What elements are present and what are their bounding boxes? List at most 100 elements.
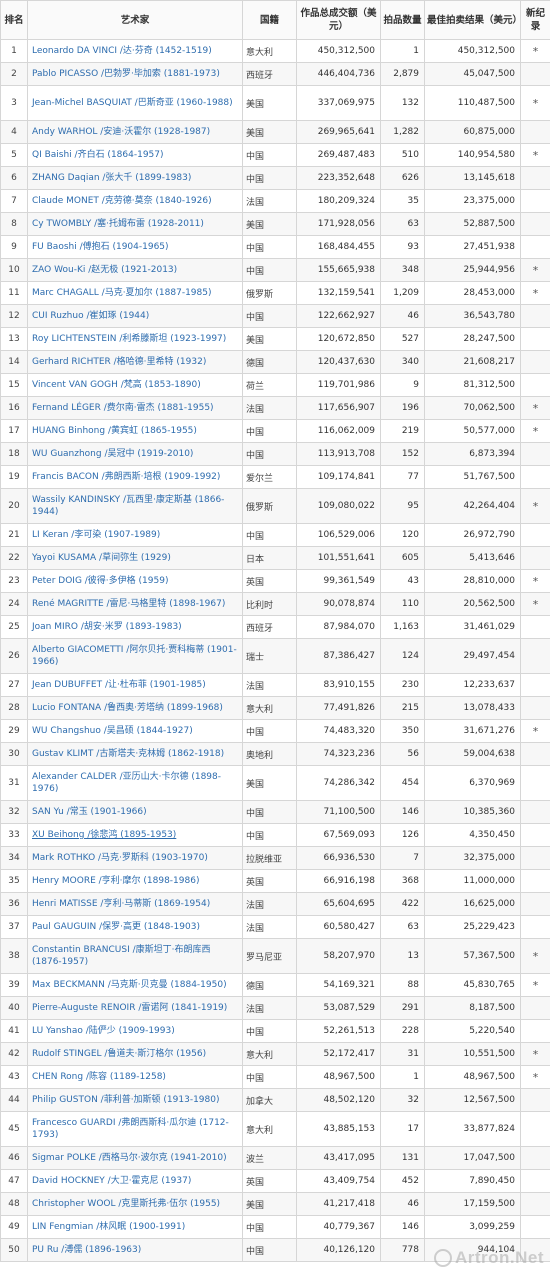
lots-count-cell: 350	[380, 719, 425, 743]
total-sales-cell: 337,069,975	[296, 85, 381, 121]
artist-link[interactable]: Philip GUSTON /菲利普·加斯顿 (1913-1980)	[32, 1094, 220, 1105]
artist-link[interactable]: Christopher WOOL /克里斯托弗·伍尔 (1955)	[32, 1198, 221, 1209]
artist-link[interactable]: Leonardo DA VINCI /达·芬奇 (1452-1519)	[32, 45, 212, 56]
artist-link[interactable]: QI Baishi /齐白石 (1864-1957)	[32, 149, 164, 160]
artist-link[interactable]: Henri MATISSE /亨利·马蒂斯 (1869-1954)	[32, 898, 211, 909]
artist-cell: Philip GUSTON /菲利普·加斯顿 (1913-1980)	[27, 1088, 243, 1112]
new-record-cell	[520, 546, 550, 570]
new-record-cell: *	[520, 592, 550, 616]
rank-cell: 27	[0, 673, 28, 697]
table-row: 30 Gustav KLIMT /古斯塔夫·克林姆 (1862-1918) 奥地利 7…	[0, 742, 550, 766]
artist-link[interactable]: Pierre-Auguste RENOIR /雷诺阿 (1841-1919)	[32, 1002, 228, 1013]
artist-link[interactable]: Sigmar POLKE /西格马尔·波尔克 (1941-2010)	[32, 1152, 227, 1163]
artist-cell: LU Yanshao /陆俨少 (1909-1993)	[27, 1019, 243, 1043]
artist-link[interactable]: Alberto GIACOMETTI /阿尔贝托·贾科梅蒂 (1901-1966…	[32, 644, 237, 668]
new-record-cell	[520, 615, 550, 639]
artist-link[interactable]: CUI Ruzhuo /崔如琢 (1944)	[32, 310, 150, 321]
best-result-cell: 59,004,638	[424, 742, 521, 766]
artist-link[interactable]: Vincent VAN GOGH /梵高 (1853-1890)	[32, 379, 201, 390]
artist-link[interactable]: XU Beihong /徐悲鸿 (1895-1953)	[32, 829, 177, 840]
artist-link[interactable]: Gustav KLIMT /古斯塔夫·克林姆 (1862-1918)	[32, 748, 225, 759]
artist-link[interactable]: LI Keran /李可染 (1907-1989)	[32, 529, 161, 540]
artist-link[interactable]: FU Baoshi /傅抱石 (1904-1965)	[32, 241, 169, 252]
table-row: 29 WU Changshuo /吴昌硕 (1844-1927) 中国 74,483,…	[0, 719, 550, 743]
artist-link[interactable]: HUANG Binhong /黄宾虹 (1865-1955)	[32, 425, 197, 436]
best-result-cell: 27,451,938	[424, 235, 521, 259]
lots-count-cell: 340	[380, 350, 425, 374]
artist-link[interactable]: René MAGRITTE /雷尼·马格里特 (1898-1967)	[32, 598, 226, 609]
rank-cell: 23	[0, 569, 28, 593]
artist-link[interactable]: Max BECKMANN /马克斯·贝克曼 (1884-1950)	[32, 979, 227, 990]
artist-cell: Constantin BRANCUSI /康斯坦丁·布朗库西 (1876-195…	[27, 938, 243, 974]
new-record-cell: *	[520, 258, 550, 282]
lots-count-cell: 228	[380, 1019, 425, 1043]
artist-link[interactable]: Henry MOORE /亨利·摩尔 (1898-1986)	[32, 875, 200, 886]
artist-cell: CUI Ruzhuo /崔如琢 (1944)	[27, 304, 243, 328]
new-record-cell	[520, 189, 550, 213]
best-result-cell: 7,890,450	[424, 1169, 521, 1193]
total-sales-cell: 109,080,022	[296, 488, 381, 524]
country-cell: 日本	[242, 546, 297, 570]
artist-link[interactable]: Wassily KANDINSKY /瓦西里·康定斯基 (1866-1944)	[32, 494, 225, 518]
artist-link[interactable]: Claude MONET /克劳德·莫奈 (1840-1926)	[32, 195, 212, 206]
country-cell: 拉脱维亚	[242, 846, 297, 870]
artist-cell: XU Beihong /徐悲鸿 (1895-1953)	[27, 823, 243, 847]
artist-link[interactable]: Mark ROTHKO /马克·罗斯科 (1903-1970)	[32, 852, 208, 863]
artist-link[interactable]: CHEN Rong /陈容 (1189-1258)	[32, 1071, 166, 1082]
lots-count-cell: 56	[380, 742, 425, 766]
best-result-cell: 48,967,500	[424, 1065, 521, 1089]
artist-link[interactable]: Jean-Michel BASQUIAT /巴斯奇亚 (1960-1988)	[32, 97, 233, 108]
artist-link[interactable]: Joan MIRO /胡安·米罗 (1893-1983)	[32, 621, 182, 632]
table-row: 49 LIN Fengmian /林风眠 (1900-1991) 中国 40,779,…	[0, 1215, 550, 1239]
artist-link[interactable]: Marc CHAGALL /马克·夏加尔 (1887-1985)	[32, 287, 212, 298]
artist-link[interactable]: Paul GAUGUIN /保罗·高更 (1848-1903)	[32, 921, 200, 932]
rank-cell: 28	[0, 696, 28, 720]
artist-cell: Gerhard RICHTER /格哈德·里希特 (1932)	[27, 350, 243, 374]
rank-cell: 30	[0, 742, 28, 766]
artist-link[interactable]: SAN Yu /常玉 (1901-1966)	[32, 806, 147, 817]
lots-count-cell: 510	[380, 143, 425, 167]
new-record-cell	[520, 304, 550, 328]
artist-link[interactable]: WU Changshuo /吴昌硕 (1844-1927)	[32, 725, 193, 736]
total-sales-cell: 52,172,417	[296, 1042, 381, 1066]
table-row: 18 WU Guanzhong /吴冠中 (1919-2010) 中国 113,913…	[0, 442, 550, 466]
rank-cell: 44	[0, 1088, 28, 1112]
lots-count-cell: 527	[380, 327, 425, 351]
total-sales-cell: 71,100,500	[296, 800, 381, 824]
artist-link[interactable]: Jean DUBUFFET /让·杜布菲 (1901-1985)	[32, 679, 206, 690]
artist-link[interactable]: WU Guanzhong /吴冠中 (1919-2010)	[32, 448, 194, 459]
artist-link[interactable]: David HOCKNEY /大卫·霍克尼 (1937)	[32, 1175, 192, 1186]
rank-cell: 48	[0, 1192, 28, 1216]
total-sales-cell: 83,910,155	[296, 673, 381, 697]
artist-link[interactable]: Cy TWOMBLY /塞·托姆布雷 (1928-2011)	[32, 218, 204, 229]
lots-count-cell: 422	[380, 892, 425, 916]
total-sales-cell: 168,484,455	[296, 235, 381, 259]
artist-link[interactable]: Rudolf STINGEL /鲁道夫·斯汀格尔 (1956)	[32, 1048, 207, 1059]
artist-link[interactable]: Andy WARHOL /安迪·沃霍尔 (1928-1987)	[32, 126, 211, 137]
artist-link[interactable]: ZAO Wou-Ki /赵无极 (1921-2013)	[32, 264, 178, 275]
artist-cell: LI Keran /李可染 (1907-1989)	[27, 523, 243, 547]
artist-link[interactable]: Francesco GUARDI /弗朗西斯科·瓜尔迪 (1712-1793)	[32, 1117, 229, 1141]
total-sales-cell: 48,967,500	[296, 1065, 381, 1089]
table-row: 6 ZHANG Daqian /张大千 (1899-1983) 中国 223,352,…	[0, 166, 550, 190]
artist-link[interactable]: LIN Fengmian /林风眠 (1900-1991)	[32, 1221, 186, 1232]
artist-link[interactable]: Constantin BRANCUSI /康斯坦丁·布朗库西 (1876-195…	[32, 944, 211, 968]
total-sales-cell: 180,209,324	[296, 189, 381, 213]
artist-link[interactable]: Gerhard RICHTER /格哈德·里希特 (1932)	[32, 356, 207, 367]
artist-link[interactable]: Francis BACON /弗朗西斯·培根 (1909-1992)	[32, 471, 221, 482]
artist-link[interactable]: LU Yanshao /陆俨少 (1909-1993)	[32, 1025, 175, 1036]
artist-link[interactable]: Lucio FONTANA /鲁西奥·芳塔纳 (1899-1968)	[32, 702, 223, 713]
artist-link[interactable]: PU Ru /溥儒 (1896-1963)	[32, 1244, 142, 1255]
lots-count-cell: 46	[380, 304, 425, 328]
new-record-cell: *	[520, 569, 550, 593]
artist-link[interactable]: Alexander CALDER /亚历山大·卡尔德 (1898-1976)	[32, 771, 221, 795]
best-result-cell: 944,104	[424, 1238, 521, 1262]
artist-link[interactable]: Peter DOIG /彼得·多伊格 (1959)	[32, 575, 169, 586]
artist-link[interactable]: Fernand LÉGER /费尔南·雷杰 (1881-1955)	[32, 402, 214, 413]
artist-link[interactable]: Yayoi KUSAMA /草间弥生 (1929)	[32, 552, 171, 563]
artist-link[interactable]: Pablo PICASSO /巴勃罗·毕加索 (1881-1973)	[32, 68, 220, 79]
country-cell: 中国	[242, 258, 297, 282]
artist-link[interactable]: ZHANG Daqian /张大千 (1899-1983)	[32, 172, 192, 183]
total-sales-cell: 116,062,009	[296, 419, 381, 443]
artist-link[interactable]: Roy LICHTENSTEIN /利希滕斯坦 (1923-1997)	[32, 333, 227, 344]
